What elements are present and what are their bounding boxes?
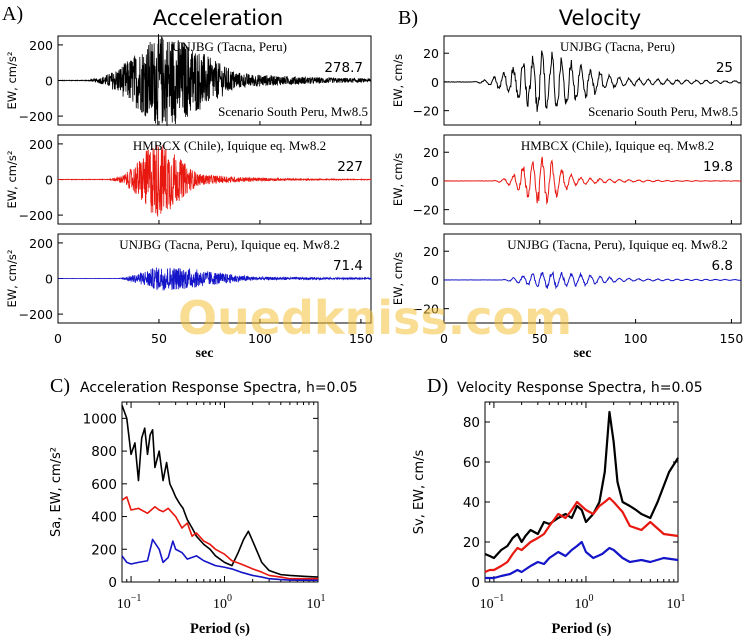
y-tick-label: 20 [423,244,439,259]
trace-peak-value: 19.8 [703,159,733,175]
trace-station-label: HMBCX (Chile), Iquique eq. Mw8.2 [521,138,714,153]
trace-scenario-label: Scenario South Peru, Mw8.5 [588,104,738,119]
y-tick-label: −20 [413,302,439,317]
y-tick-label: 200 [91,542,117,558]
trace-station-label: HMBCX (Chile), Iquique eq. Mw8.2 [133,138,326,153]
panel-a-title: Acceleration [153,6,284,30]
y-axis-label: Sa, EW, cm/s² [49,447,64,537]
y-tick-label: 0 [45,272,53,287]
x-axis-label: Period (s) [552,621,612,636]
y-tick-label: 600 [91,477,117,493]
trace-peak-value: 71.4 [333,258,363,274]
y-tick-label: 0 [45,173,53,188]
y-tick-label: 80 [463,415,480,431]
y-tick-label: −200 [19,109,53,124]
x-tick-label: 100 [213,593,232,612]
y-tick-label: 0 [431,174,439,189]
spectrum-line-black [121,404,319,578]
y-tick-label: −200 [19,307,53,322]
trace-scenario-label: Scenario South Peru, Mw8.5 [218,104,368,119]
watermark: Ouedkniss.com [178,291,572,345]
y-tick-label: 0 [45,74,53,89]
trace-peak-value: 278.7 [324,60,363,76]
trace-station-label: UNJBG (Tacna, Peru) [172,39,287,54]
y-tick-label: 20 [463,535,480,551]
y-tick-label: 400 [91,510,117,526]
panel-b-letter: B) [398,7,418,29]
x-tick-label: 150 [719,331,743,346]
y-axis-label: EW, cm/s² [5,250,19,308]
y-tick-label: 200 [29,38,53,53]
x-tick-label: 100 [624,331,648,346]
y-tick-label: 0 [471,575,480,591]
panel-b-title: Velocity [559,6,641,30]
trace-station-label: UNJBG (Tacna, Peru), Iquique eq. Mw8.2 [507,237,727,252]
x-tick-label: 10−1 [117,593,142,612]
seismogram-trace [57,144,372,217]
trace-station-label: UNJBG (Tacna, Peru), Iquique eq. Mw8.2 [119,237,339,252]
trace-frame-b-1 [443,35,742,126]
y-tick-label: 200 [29,236,53,251]
y-axis-label: EW, cm/s [391,153,405,206]
y-tick-label: 0 [431,273,439,288]
seismogram-trace [443,50,742,112]
x-tick-label: 10−1 [480,593,505,612]
y-tick-label: 1000 [83,411,117,427]
y-axis-label: EW, cm/s [391,54,405,107]
x-tick-label: 0 [54,331,62,346]
y-tick-label: 0 [431,75,439,90]
x-tick-label: 0 [440,331,448,346]
y-axis-label: EW, cm/s² [5,151,19,209]
spectrum-line-black [484,410,679,560]
x-tick-label: 101 [307,593,326,612]
x-axis-label: sec [574,346,592,361]
x-tick-label: 100 [574,593,593,612]
seismogram-trace [443,156,742,205]
spectrum-line-red [484,496,679,574]
seismogram-trace [443,270,742,290]
y-tick-label: −20 [413,104,439,119]
panel-c-title: Acceleration Response Spectra, h=0.05 [80,380,358,396]
y-tick-label: 40 [463,495,480,511]
trace-peak-value: 25 [716,60,733,76]
y-tick-label: 0 [108,575,117,591]
y-tick-label: 200 [29,137,53,152]
panel-c-letter: C) [50,375,70,397]
y-tick-label: −200 [19,208,53,223]
y-axis-label: Sv, EW, cm/s [412,450,427,535]
spectrum-line-red [121,496,318,580]
x-axis-label: Period (s) [190,621,250,636]
y-axis-label: EW, cm/s [391,252,405,305]
x-axis-label: sec [196,346,214,361]
trace-station-label: UNJBG (Tacna, Peru) [560,39,675,54]
seismogram-trace [57,267,372,291]
y-tick-label: −20 [413,203,439,218]
y-axis-label: EW, cm/s² [5,52,19,110]
panel-d-letter: D) [427,375,448,397]
x-tick-label: 150 [349,331,373,346]
trace-frame-b-2 [443,134,742,225]
y-tick-label: 60 [463,455,480,471]
trace-frame-b-3 [443,233,742,324]
spectra-frame-d [484,401,679,583]
x-tick-label: 50 [532,331,548,346]
y-tick-label: 20 [423,145,439,160]
panel-d-title: Velocity Response Spectra, h=0.05 [457,380,703,396]
panel-a-letter: A) [2,3,23,25]
x-tick-label: 101 [667,593,686,612]
spectrum-line-blue [485,540,679,580]
x-tick-label: 50 [151,331,167,346]
spectra-frame-c [121,401,319,583]
spectrum-line-blue [121,538,319,582]
y-tick-label: 20 [423,46,439,61]
seismogram-trace [57,33,372,127]
y-tick-label: 800 [91,444,117,460]
x-tick-label: 100 [248,331,272,346]
trace-peak-value: 6.8 [712,258,733,274]
trace-peak-value: 227 [337,159,363,175]
